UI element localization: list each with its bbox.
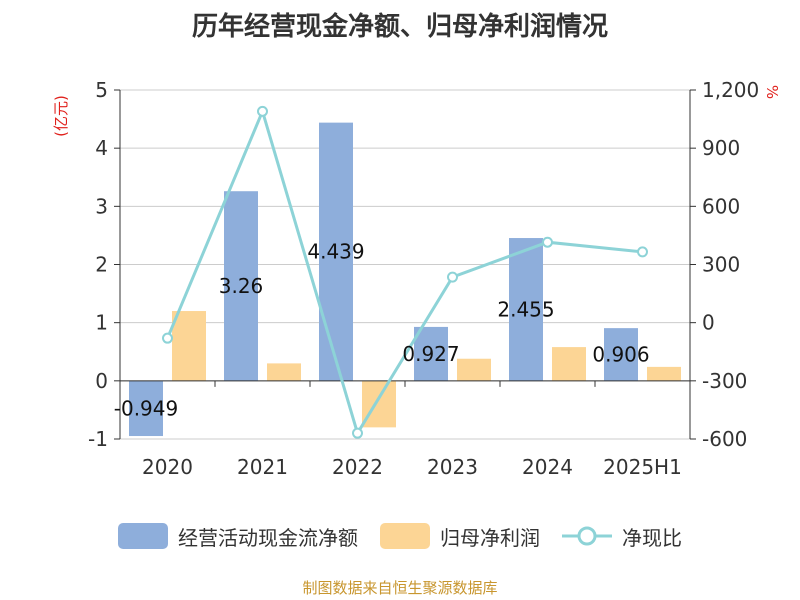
netprofit-bar bbox=[457, 358, 491, 381]
y-right-tick-label: 0 bbox=[702, 311, 715, 335]
cashflow-data-label: -0.949 bbox=[114, 396, 178, 420]
legend-item-ratio[interactable]: 净现比 bbox=[562, 522, 682, 551]
y-left-tick-label: 3 bbox=[95, 194, 108, 218]
netprofit-bar bbox=[362, 380, 396, 428]
legend-item-netprofit[interactable]: 归母净利润 bbox=[380, 522, 540, 551]
y-left-tick-label: 5 bbox=[95, 78, 108, 102]
ratio-point bbox=[162, 332, 173, 344]
y-right-tick-label: 1,200 bbox=[702, 78, 759, 102]
cashflow-bar bbox=[414, 326, 448, 381]
x-tick-label: 2024 bbox=[522, 455, 573, 479]
x-tick-label: 2021 bbox=[237, 455, 288, 479]
legend-label-netprofit: 归母净利润 bbox=[440, 525, 540, 550]
y-left-tick-label: -1 bbox=[88, 427, 108, 451]
y-left-tick-label: 1 bbox=[95, 311, 108, 335]
legend-label-cashflow: 经营活动现金流净额 bbox=[178, 525, 358, 550]
ratio-point bbox=[637, 246, 648, 258]
legend-swatch-ratio bbox=[562, 526, 612, 546]
cashflow-data-label: 4.439 bbox=[307, 240, 364, 264]
legend-swatch-cashflow bbox=[118, 523, 168, 549]
cashflow-data-label: 3.26 bbox=[219, 274, 264, 298]
cashflow-bar bbox=[319, 122, 353, 381]
ratio-point bbox=[447, 271, 458, 283]
ratio-point bbox=[542, 236, 553, 248]
x-tick-label: 2025H1 bbox=[603, 455, 682, 479]
cashflow-bar bbox=[604, 328, 638, 381]
legend-swatch-netprofit bbox=[380, 523, 430, 549]
cashflow-data-label: 0.927 bbox=[402, 342, 459, 366]
ratio-point bbox=[257, 105, 268, 117]
x-tick-label: 2022 bbox=[332, 455, 383, 479]
ratio-line-path bbox=[166, 106, 643, 437]
cashflow-data-label: 0.906 bbox=[592, 342, 649, 366]
cashflow-bar bbox=[224, 191, 258, 381]
y-right-tick-label: 600 bbox=[702, 194, 740, 218]
y-right-tick-label: -600 bbox=[702, 427, 747, 451]
source-note: 制图数据来自恒生聚源数据库 bbox=[302, 579, 498, 597]
legend: 经营活动现金流净额 归母净利润 净现比 bbox=[0, 516, 800, 556]
x-tick-label: 2020 bbox=[142, 455, 193, 479]
y-left-tick-label: 4 bbox=[95, 136, 108, 160]
netprofit-bar bbox=[647, 366, 681, 381]
cashflow-bar bbox=[509, 238, 543, 381]
y-left-axis-label: (亿元) bbox=[52, 95, 70, 137]
netprofit-bar bbox=[172, 311, 206, 381]
ratio-line bbox=[162, 105, 648, 439]
x-tick-label: 2023 bbox=[427, 455, 478, 479]
y-left-tick-label: 2 bbox=[95, 253, 108, 277]
y-right-tick-label: 900 bbox=[702, 136, 740, 160]
bars bbox=[129, 122, 681, 437]
legend-item-cashflow[interactable]: 经营活动现金流净额 bbox=[118, 522, 358, 551]
cashflow-bar bbox=[129, 380, 163, 437]
netprofit-bar bbox=[552, 347, 586, 381]
legend-label-ratio: 净现比 bbox=[622, 525, 682, 550]
y-right-tick-label: 300 bbox=[702, 253, 740, 277]
y-left-tick-label: 0 bbox=[95, 369, 108, 393]
cashflow-data-label: 2.455 bbox=[497, 297, 554, 321]
chart-title: 历年经营现金净额、归母净利润情况 bbox=[191, 12, 608, 42]
data-labels: -0.949 3.26 4.439 0.927 2.455 0.906 bbox=[114, 240, 650, 421]
netprofit-bar bbox=[267, 363, 301, 381]
y-right-axis-label: % bbox=[763, 85, 781, 99]
axes: -1 0 1 2 3 4 5 -600 -300 0 300 600 900 1,200 2020 2021 2… bbox=[88, 78, 759, 479]
y-right-tick-label: -300 bbox=[702, 369, 747, 393]
ratio-point bbox=[352, 427, 363, 439]
